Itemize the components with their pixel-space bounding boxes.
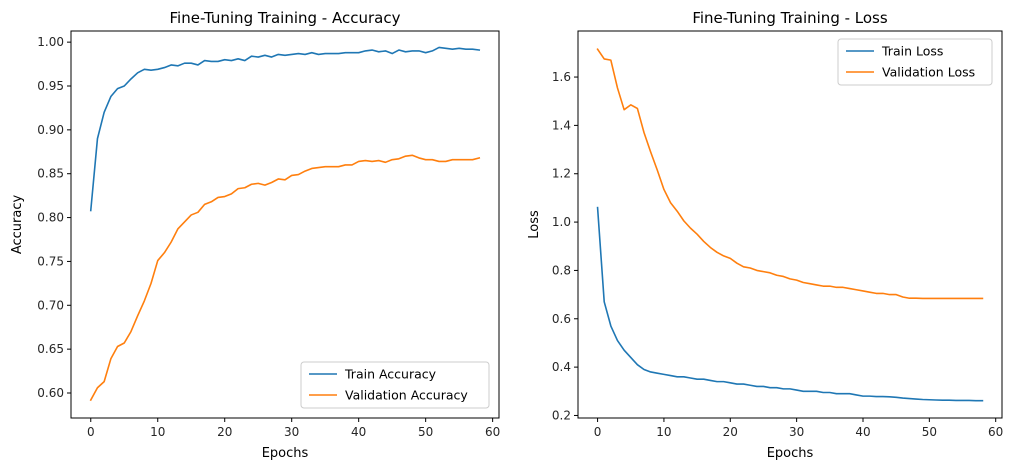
chart1-title: Fine-Tuning Training - Accuracy xyxy=(170,9,401,27)
chart1-xtick-label: 30 xyxy=(284,425,299,439)
chart2-title: Fine-Tuning Training - Loss xyxy=(692,9,888,27)
chart1-xlabel: Epochs xyxy=(262,446,309,461)
chart1-series-line-train xyxy=(89,46,481,212)
chart2-series-line-validation xyxy=(596,48,984,300)
chart2-xlabel: Epochs xyxy=(767,446,814,461)
chart2-ytick-label: 0.2 xyxy=(552,408,571,422)
chart2-ytick-label: 0.8 xyxy=(552,263,571,277)
chart1-xtick-label: 40 xyxy=(351,425,366,439)
chart1-group: 0 10 20 30 40 50 60 0.60 0.65 0.70 0.75 0.80 0.85 0.9… xyxy=(10,9,500,461)
chart2-group: 0 10 20 30 40 50 60 0.2 0.4 0.6 0.8 1.0 1.2 1.4 1.6 Fin… xyxy=(527,9,1003,461)
chart2-xtick-label: 40 xyxy=(855,425,870,439)
chart1-ytick-label: 0.80 xyxy=(37,211,64,225)
chart1-xtick-label: 0 xyxy=(87,425,95,439)
chart2-xtick-label: 10 xyxy=(656,425,671,439)
chart1-legend-box xyxy=(300,361,490,409)
chart1-ytick-label: 1.00 xyxy=(37,35,64,49)
chart2-ytick-label: 0.4 xyxy=(552,360,571,374)
chart2-ytick-label: 1.6 xyxy=(552,70,571,84)
chart1-legend-label-validation: Validation Accuracy xyxy=(345,388,468,403)
chart1-xtick-label: 20 xyxy=(217,425,232,439)
chart2-legend-box xyxy=(837,38,993,86)
chart1-xtick-label: 10 xyxy=(150,425,165,439)
chart1-xtick-label: 60 xyxy=(485,425,500,439)
chart1-ytick-label: 0.75 xyxy=(37,254,64,268)
chart1-ytick-label: 0.60 xyxy=(37,386,64,400)
chart2-axes-frame xyxy=(577,30,1003,419)
chart2-ytick-label: 1.2 xyxy=(552,167,571,181)
chart1-ylabel: Accuracy xyxy=(10,195,25,255)
chart2-ytick-label: 1.0 xyxy=(552,215,571,229)
chart1-axes-frame xyxy=(70,30,500,419)
chart2-legend: Train Loss Validation Loss xyxy=(837,38,993,86)
chart1-ytick-label: 0.65 xyxy=(37,342,64,356)
chart2-series-line-train xyxy=(596,206,984,402)
chart2-legend-label-validation: Validation Loss xyxy=(882,65,975,80)
chart2-xtick-label: 50 xyxy=(922,425,937,439)
chart2-xtick-label: 0 xyxy=(594,425,602,439)
chart2-ylabel: Loss xyxy=(527,210,542,239)
chart2-ytick-label: 0.6 xyxy=(552,312,571,326)
chart1-legend-label-train: Train Accuracy xyxy=(344,367,437,382)
chart1-ytick-label: 0.70 xyxy=(37,298,64,312)
chart1-xtick-label: 50 xyxy=(418,425,433,439)
chart2-legend-label-train: Train Loss xyxy=(881,44,943,59)
chart2-xtick-label: 20 xyxy=(723,425,738,439)
chart2-xtick-label: 30 xyxy=(789,425,804,439)
chart1-ytick-label: 0.85 xyxy=(37,167,64,181)
chart1-ytick-label: 0.95 xyxy=(37,79,64,93)
chart1-legend: Train Accuracy Validation Accuracy xyxy=(300,361,490,409)
chart1-ytick-label: 0.90 xyxy=(37,123,64,137)
chart2-ytick-label: 1.4 xyxy=(552,118,571,132)
chart2-xtick-label: 60 xyxy=(988,425,1003,439)
chart1-series-line-validation xyxy=(89,154,481,402)
